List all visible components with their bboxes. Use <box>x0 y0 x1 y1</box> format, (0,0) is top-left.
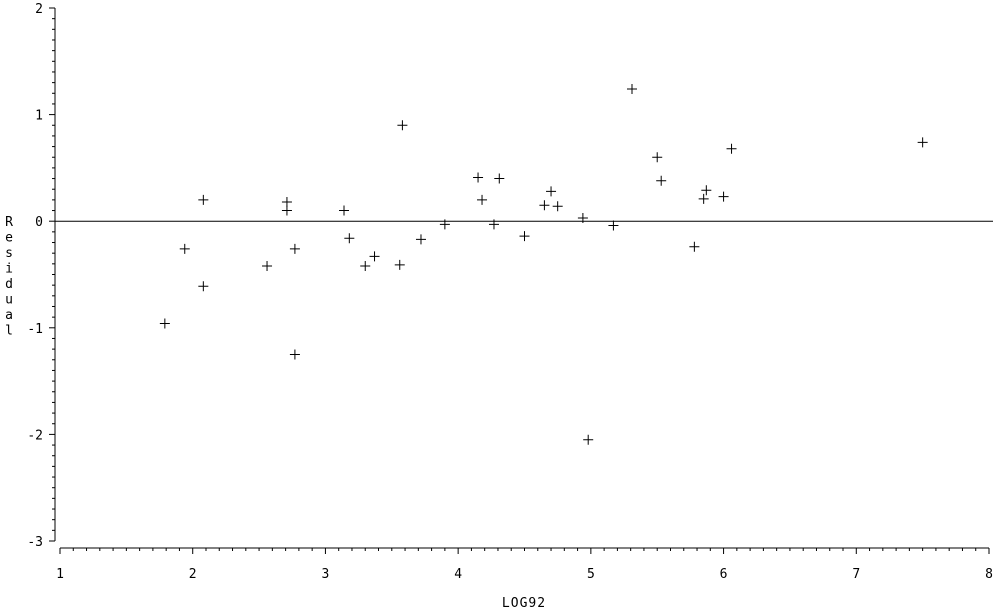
data-point <box>198 281 209 292</box>
data-point <box>262 260 273 271</box>
data-point <box>289 243 300 254</box>
data-point <box>439 219 450 230</box>
data-point <box>698 193 709 204</box>
data-point <box>494 173 505 184</box>
x-axis: 1 2 3 4 5 6 7 8 <box>56 547 993 582</box>
data-point <box>397 120 408 131</box>
data-point <box>473 172 484 183</box>
data-point <box>626 84 637 95</box>
data-point <box>718 191 729 202</box>
y-tick-label: 1 <box>35 109 43 124</box>
x-tick-label: 1 <box>56 567 64 582</box>
x-tick-label: 8 <box>985 567 993 582</box>
data-point <box>652 152 663 163</box>
x-tick-label: 5 <box>587 567 595 582</box>
data-point <box>726 143 737 154</box>
data-point <box>339 205 350 216</box>
y-tick-label: -2 <box>27 428 43 443</box>
x-tick-label: 3 <box>322 567 330 582</box>
x-axis-title: LOG92 <box>502 596 546 611</box>
data-point <box>583 434 594 445</box>
data-point <box>519 231 530 242</box>
data-point <box>281 205 292 216</box>
data-point <box>546 186 557 197</box>
y-axis: 2 1 0 -1 -2 -3 <box>27 2 56 550</box>
data-point <box>289 349 300 360</box>
data-point <box>477 194 488 205</box>
x-tick-label: 4 <box>454 567 462 582</box>
data-point <box>198 194 209 205</box>
y-tick-label: -1 <box>27 322 43 337</box>
x-tick-label: 7 <box>852 567 860 582</box>
data-point <box>281 197 292 208</box>
data-point <box>488 219 499 230</box>
data-point <box>608 220 619 231</box>
x-tick-label: 2 <box>189 567 197 582</box>
y-tick-label: -3 <box>27 535 43 550</box>
y-tick-label: 2 <box>35 2 43 17</box>
data-point <box>701 185 712 196</box>
data-points <box>159 84 928 445</box>
data-point <box>415 234 426 245</box>
data-point <box>577 213 588 224</box>
data-point <box>360 260 371 271</box>
y-tick-label: 0 <box>35 215 43 230</box>
data-point <box>539 200 550 211</box>
data-point <box>917 137 928 148</box>
data-point <box>179 243 190 254</box>
data-point <box>394 259 405 270</box>
data-point <box>344 233 355 244</box>
data-point <box>689 241 700 252</box>
data-point <box>656 175 667 186</box>
data-point <box>369 251 380 262</box>
data-point <box>552 201 563 212</box>
data-point <box>159 318 170 329</box>
x-tick-label: 6 <box>720 567 728 582</box>
